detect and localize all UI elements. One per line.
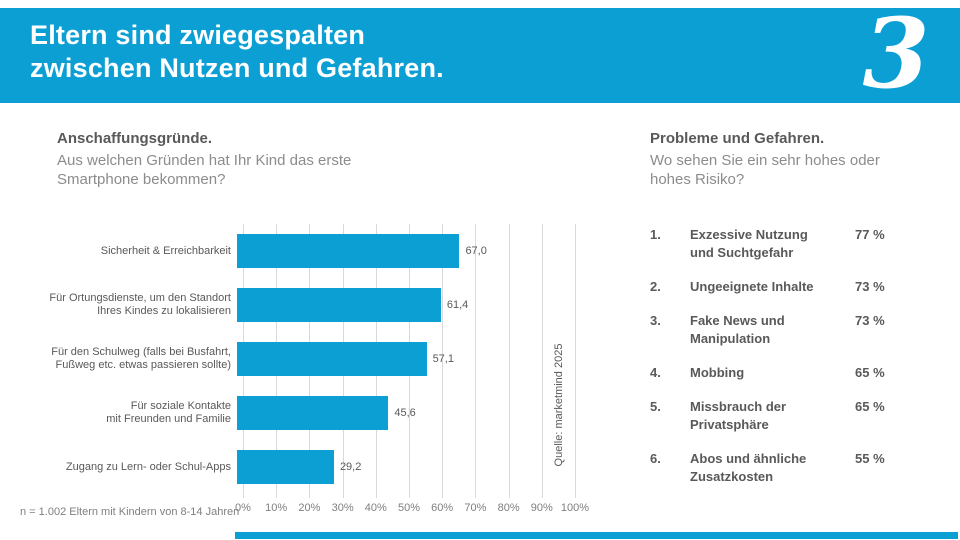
- gridline: [475, 224, 477, 498]
- bar: [237, 342, 427, 376]
- risk-value: 73 %: [855, 279, 885, 294]
- right-section-subtitle: Wo sehen Sie ein sehr hohes oder hohes R…: [650, 152, 880, 188]
- bar-category-label: Für Ortungsdienste, um den Standort Ihre…: [49, 292, 231, 317]
- bar-track: 45,6: [237, 386, 569, 440]
- header-banner: Eltern sind zwiegespalten zwischen Nutze…: [0, 4, 960, 104]
- risk-rank: 4.: [650, 365, 661, 380]
- risk-value: 65 %: [855, 365, 885, 380]
- bar-track: 67,0: [237, 224, 569, 278]
- risk-value: 77 %: [855, 227, 885, 242]
- bar: [237, 450, 334, 484]
- source-note: Quelle: marketmind 2025: [553, 343, 565, 467]
- bar-category-label: Für soziale Kontakte mit Freunden und Fa…: [106, 400, 231, 425]
- risk-item: 6. Abos und ähnliche Zusatzkosten 55 %: [650, 450, 940, 486]
- risk-label: Exzessive Nutzung und Suchtgefahr: [690, 227, 808, 260]
- bar-row: Für soziale Kontakte mit Freunden und Fa…: [20, 386, 576, 440]
- bar-value-label: 45,6: [394, 407, 416, 419]
- right-section-title: Probleme und Gefahren.: [650, 130, 825, 147]
- x-axis-tick-label: 30%: [331, 502, 354, 514]
- bar-value-label: 61,4: [446, 299, 469, 311]
- bar: [237, 288, 441, 322]
- gridline: [575, 224, 576, 498]
- risk-list: 1. Exzessive Nutzung und Suchtgefahr 77 % 2…: [650, 226, 940, 502]
- bar-value-label: 67,0: [465, 245, 487, 257]
- slide-title: Eltern sind zwiegespalten zwischen Nutze…: [30, 20, 444, 83]
- x-axis-tick-label: 90%: [530, 502, 553, 514]
- bar-track: 29,2: [237, 440, 569, 494]
- x-axis-tick-label: 50%: [397, 502, 421, 514]
- bar: [237, 234, 460, 268]
- bar-track: 57,1: [237, 332, 569, 386]
- risk-rank: 3.: [650, 313, 661, 328]
- gridline: [442, 224, 444, 498]
- left-section-header: Anschaffungsgründe. Aus welchen Gründen …: [57, 130, 387, 189]
- bar-track: 61,4: [237, 278, 569, 332]
- bottom-accent-bar: [235, 532, 958, 539]
- bar-category-label: Sicherheit & Erreichbarkeit: [100, 244, 231, 257]
- bar-rows: Sicherheit & Erreichbarkeit 67,0 Für Ortun…: [20, 224, 576, 494]
- risk-value: 65 %: [855, 399, 885, 414]
- bar-category-label: Für den Schulweg (falls bei Busfahrt, Fu…: [51, 346, 231, 371]
- risk-label: Ungeeignete Inhalte: [690, 279, 814, 294]
- risk-item: 3. Fake News und Manipulation 73 %: [650, 312, 940, 348]
- x-axis-tick-label: 0%: [235, 502, 251, 514]
- bar-row: Sicherheit & Erreichbarkeit 67,0: [20, 224, 576, 278]
- risk-item: 1. Exzessive Nutzung und Suchtgefahr 77 %: [650, 226, 940, 262]
- gridline: [541, 224, 543, 498]
- right-section-header: Probleme und Gefahren. Wo sehen Sie ein …: [650, 130, 960, 189]
- risk-label: Abos und ähnliche Zusatzkosten: [690, 451, 807, 484]
- left-section-title: Anschaffungsgründe.: [57, 130, 213, 147]
- risk-item: 4. Mobbing 65 %: [650, 364, 940, 382]
- risk-rank: 6.: [650, 451, 661, 466]
- x-axis: 0% 10% 20% 30% 40% 50% 60% 70% 80% 90% 100%: [235, 502, 589, 516]
- risk-label: Fake News und Manipulation: [690, 313, 785, 346]
- drei-logo-icon: 3: [862, 0, 930, 110]
- x-axis-tick-label: 60%: [431, 502, 454, 514]
- gridline: [508, 224, 510, 498]
- bar-chart: Sicherheit & Erreichbarkeit 67,0 Für Ortun…: [20, 224, 589, 516]
- x-axis-tick-label: 40%: [364, 502, 387, 514]
- x-axis-tick-label: 20%: [298, 502, 321, 514]
- bar-row: Für Ortungsdienste, um den Standort Ihre…: [20, 278, 576, 332]
- risk-item: 5. Missbrauch der Privatsphäre 65 %: [650, 398, 940, 434]
- sample-size-note: n = 1.002 Eltern mit Kindern von 8-14 Ja…: [20, 506, 240, 518]
- x-axis-tick-label: 10%: [265, 502, 288, 514]
- bar: [237, 396, 389, 430]
- risk-label: Mobbing: [690, 365, 745, 380]
- x-axis-tick-label: 100%: [560, 502, 590, 514]
- bar-row: Zugang zu Lern- oder Schul-Apps 29,2: [20, 440, 576, 494]
- bar-value-label: 57,1: [432, 353, 454, 365]
- bar-category-label: Zugang zu Lern- oder Schul-Apps: [65, 460, 231, 473]
- bar-row: Für den Schulweg (falls bei Busfahrt, Fu…: [20, 332, 576, 386]
- risk-rank: 1.: [650, 227, 661, 242]
- risk-rank: 5.: [650, 399, 661, 414]
- x-axis-tick-label: 80%: [497, 502, 520, 514]
- risk-item: 2. Ungeeignete Inhalte 73 %: [650, 278, 940, 296]
- risk-value: 55 %: [855, 451, 885, 466]
- left-section-subtitle: Aus welchen Gründen hat Ihr Kind das ers…: [57, 152, 352, 188]
- risk-rank: 2.: [650, 279, 661, 294]
- risk-label: Missbrauch der Privatsphäre: [690, 399, 787, 432]
- bar-value-label: 29,2: [339, 461, 362, 473]
- risk-value: 73 %: [855, 313, 885, 328]
- x-axis-tick-label: 70%: [464, 502, 487, 514]
